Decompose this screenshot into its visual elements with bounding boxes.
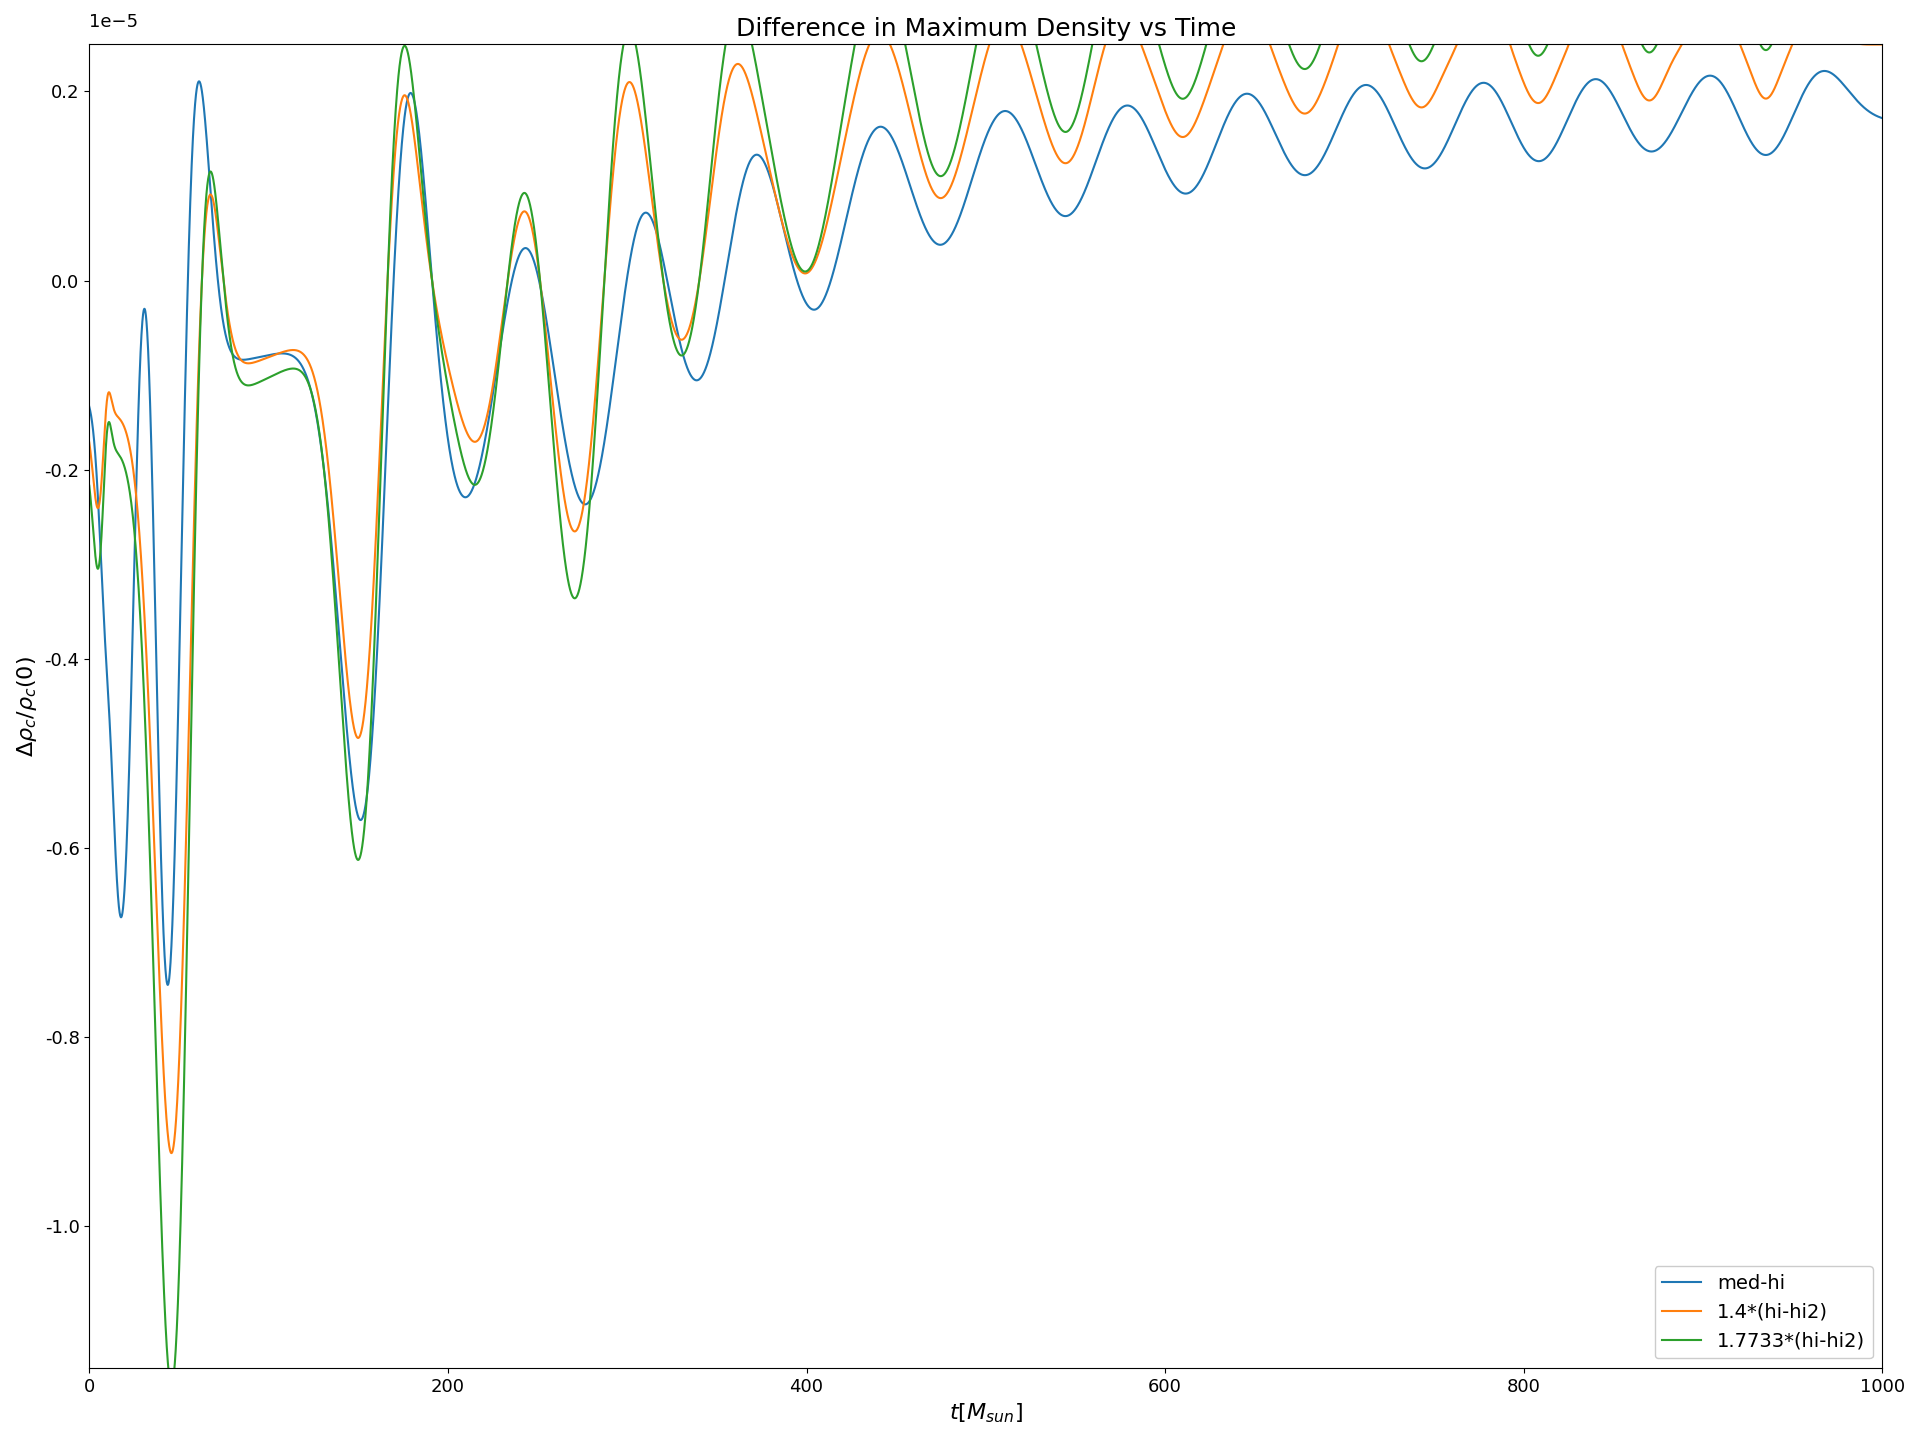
med-hi bbox=[184, 81, 207, 98]
Y-axis label: $\Delta\rho_c/\rho_c(0)$: $\Delta\rho_c/\rho_c(0)$ bbox=[15, 655, 38, 756]
med-hi bbox=[1812, 62, 1836, 79]
1.4*(hi-hi2) bbox=[430, 324, 453, 341]
med-hi bbox=[1776, 120, 1799, 137]
Line: 1.7733*(hi-hi2): 1.7733*(hi-hi2) bbox=[88, 0, 1882, 1385]
1.4*(hi-hi2) bbox=[1776, 48, 1799, 65]
1.4*(hi-hi2) bbox=[152, 1061, 175, 1079]
1.7733*(hi-hi2) bbox=[152, 1272, 175, 1289]
Text: 1e−5: 1e−5 bbox=[88, 13, 138, 30]
X-axis label: $t[M_{sun}]$: $t[M_{sun}]$ bbox=[948, 1401, 1023, 1426]
1.4*(hi-hi2) bbox=[184, 416, 207, 433]
1.4*(hi-hi2) bbox=[954, 128, 977, 145]
1.7733*(hi-hi2) bbox=[77, 477, 100, 494]
Line: med-hi: med-hi bbox=[88, 71, 1882, 985]
med-hi bbox=[954, 190, 977, 207]
1.4*(hi-hi2) bbox=[77, 433, 100, 451]
med-hi bbox=[1870, 109, 1893, 127]
Legend: med-hi, 1.4*(hi-hi2), 1.7733*(hi-hi2): med-hi, 1.4*(hi-hi2), 1.7733*(hi-hi2) bbox=[1655, 1266, 1872, 1358]
1.7733*(hi-hi2) bbox=[430, 337, 453, 354]
med-hi bbox=[430, 372, 453, 389]
med-hi bbox=[86, 478, 109, 495]
Line: 1.4*(hi-hi2): 1.4*(hi-hi2) bbox=[88, 0, 1882, 1153]
1.7733*(hi-hi2) bbox=[954, 89, 977, 107]
1.7733*(hi-hi2) bbox=[159, 1377, 182, 1394]
med-hi bbox=[152, 924, 175, 942]
Title: Difference in Maximum Density vs Time: Difference in Maximum Density vs Time bbox=[735, 17, 1236, 40]
1.4*(hi-hi2) bbox=[159, 1145, 182, 1162]
1.4*(hi-hi2) bbox=[1870, 36, 1893, 53]
1.7733*(hi-hi2) bbox=[184, 454, 207, 471]
1.4*(hi-hi2) bbox=[86, 500, 109, 517]
med-hi bbox=[156, 976, 179, 994]
1.7733*(hi-hi2) bbox=[86, 560, 109, 577]
1.7733*(hi-hi2) bbox=[1776, 0, 1799, 4]
med-hi bbox=[77, 397, 100, 415]
